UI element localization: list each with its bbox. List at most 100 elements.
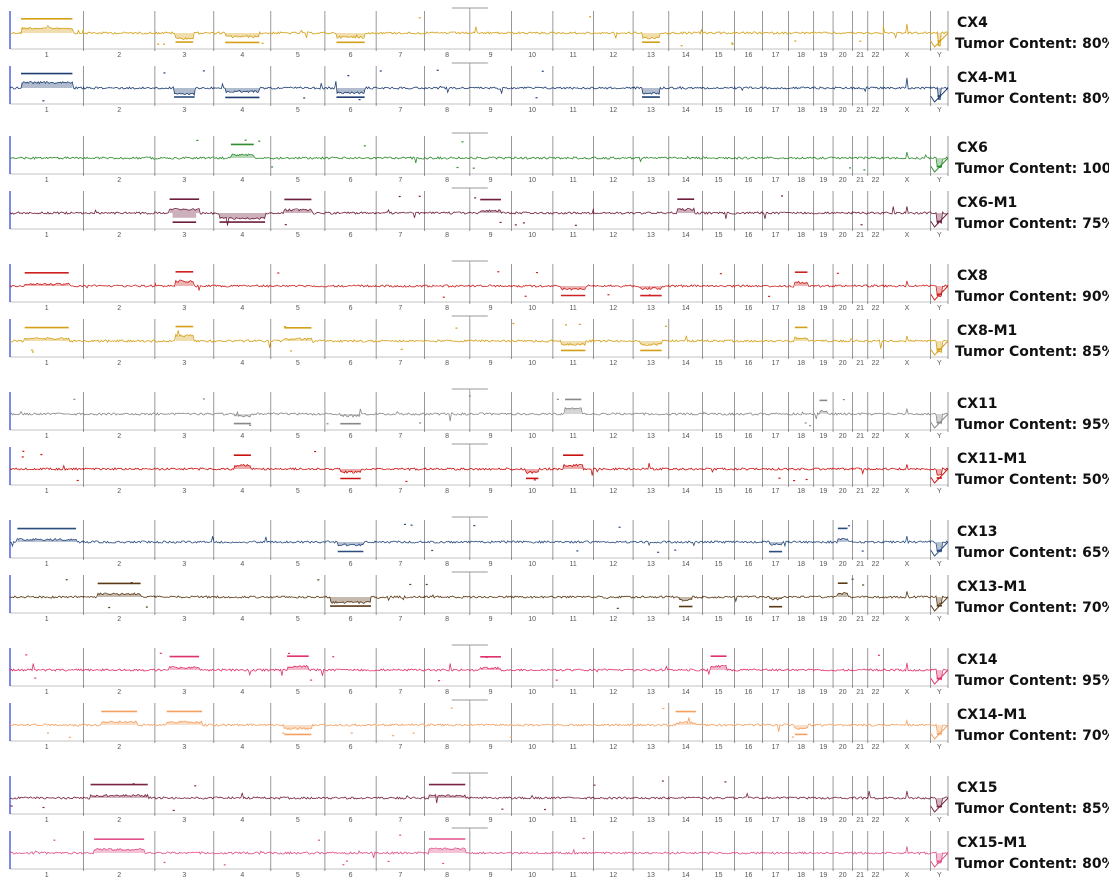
chromosome-tick-label: Y: [937, 744, 942, 751]
chromosome-tick-label: 15: [715, 488, 723, 495]
chromosome-tick-label: 7: [398, 52, 402, 59]
chromosome-tick-label: 13: [647, 817, 655, 824]
chromosome-tick-label: 16: [745, 561, 753, 568]
chromosome-tick-label: 18: [797, 872, 805, 879]
segment-fill: [175, 33, 194, 39]
chromosome-tick-label: X: [905, 107, 910, 114]
chromosome-tick-label: 19: [819, 433, 827, 440]
chromosome-tick-label: 13: [647, 561, 655, 568]
chromosome-tick-label: 12: [609, 107, 617, 114]
chromosome-tick-label: 13: [647, 177, 655, 184]
chromosome-tick-label: 3: [182, 689, 186, 696]
segment-fill: [525, 469, 539, 473]
chromosome-tick-label: 11: [570, 52, 577, 59]
chromosome-tick-label: 4: [240, 433, 244, 440]
chromosome-tick-label: 20: [839, 305, 847, 312]
chromosome-tick-label: 15: [715, 52, 723, 59]
chromosome-tick-label: Y: [937, 433, 942, 440]
chromosome-tick-label: 8: [445, 817, 449, 824]
chromosome-tick-label: 22: [872, 872, 880, 879]
copy-number-trace: [9, 151, 949, 169]
chromosome-tick-label: 12: [609, 177, 617, 184]
copy-number-trace: [9, 463, 949, 476]
tumor-content-label: Tumor Content: 75%: [955, 216, 1109, 232]
chromosome-tick-label: 3: [182, 232, 186, 239]
chromosome-tick-label: 7: [398, 107, 402, 114]
segment-fill: [336, 88, 365, 93]
tumor-content-label: Tumor Content: 50%: [955, 472, 1109, 488]
chromosome-tick-label: 6: [349, 360, 353, 367]
chromosome-tick-label: 10: [528, 177, 536, 184]
chromosome-tick-label: 11: [570, 616, 577, 623]
segment-fill: [794, 725, 808, 729]
tumor-content-label: Tumor Content: 95%: [955, 673, 1109, 689]
segment-fill: [175, 281, 194, 286]
tumor-content-label: Tumor Content: 95%: [955, 417, 1109, 433]
chromosome-tick-label: 14: [682, 817, 690, 824]
chromosome-tick-label: 2: [117, 561, 121, 568]
chromosome-tick-label: 10: [528, 107, 536, 114]
chromosome-tick-label: 15: [715, 177, 723, 184]
chromosome-tick-label: 2: [117, 360, 121, 367]
copy-number-trace: [9, 206, 949, 226]
chromosome-tick-label: 6: [349, 488, 353, 495]
chromosome-tick-label: 16: [745, 360, 753, 367]
chromosome-tick-label: 16: [745, 232, 753, 239]
chromosome-tick-label: 18: [797, 616, 805, 623]
chromosome-tick-label: 12: [609, 744, 617, 751]
chromosome-tick-label: 20: [839, 488, 847, 495]
chromosome-tick-label: 7: [398, 616, 402, 623]
chromosome-tick-label: 12: [609, 52, 617, 59]
chromosome-tick-label: 8: [445, 232, 449, 239]
chromosome-tick-label: 20: [839, 107, 847, 114]
chromosome-tick-label: 20: [839, 616, 847, 623]
segment-fill: [837, 539, 848, 542]
segment-fill: [337, 542, 364, 545]
chromosome-tick-label: 8: [445, 433, 449, 440]
chromosome-tick-label: 19: [819, 305, 827, 312]
chromosome-tick-label: 15: [715, 817, 723, 824]
chromosome-tick-label: 5: [296, 817, 300, 824]
chromosome-tick-label: 21: [856, 872, 864, 879]
chromosome-tick-label: 14: [682, 305, 690, 312]
chromosome-tick-label: 22: [872, 52, 880, 59]
chromosome-tick-label: 7: [398, 232, 402, 239]
y-chromosome-trace: [930, 212, 949, 228]
chromosome-tick-label: 15: [715, 360, 723, 367]
chromosome-tick-label: 5: [296, 107, 300, 114]
y-chromosome-trace: [930, 285, 949, 301]
chromosome-tick-label: 11: [570, 177, 577, 184]
chromosome-tick-label: X: [905, 616, 910, 623]
chromosome-tick-label: 3: [182, 817, 186, 824]
chromosome-tick-label: 8: [445, 488, 449, 495]
copy-number-trace: [9, 591, 949, 606]
track-cx14: 1 2 3 4 5 6 7 8 9 10 11 12 13 14 15 16 17 18 19 20 21 22 X YCX1…: [9, 644, 1109, 696]
track-cx8: 1 2 3 4 5 6 7 8 9 10 11 12 13 14 15 16 17 18 19 20 21 22 X YCX8…: [9, 260, 1109, 312]
chromosome-tick-label: 5: [296, 232, 300, 239]
chromosome-tick-label: 9: [489, 616, 493, 623]
chromosome-tick-label: 8: [445, 177, 449, 184]
chromosome-tick-label: 1: [45, 305, 49, 312]
chromosome-tick-label: 10: [528, 488, 536, 495]
segment-fill: [94, 849, 145, 853]
sample-label: CX6: [957, 140, 988, 156]
chromosome-tick-label: 3: [182, 433, 186, 440]
chromosome-tick-label: X: [905, 689, 910, 696]
chromosome-tick-label: 14: [682, 689, 690, 696]
chromosome-tick-label: 7: [398, 305, 402, 312]
chromosome-tick-label: 19: [819, 52, 827, 59]
chromosome-tick-label: 17: [772, 872, 780, 879]
chromosome-tick-label: 16: [745, 177, 753, 184]
chromosome-tick-label: 14: [682, 872, 690, 879]
chromosome-tick-label: 17: [772, 488, 780, 495]
chromosome-tick-label: 2: [117, 107, 121, 114]
chromosome-tick-label: 22: [872, 107, 880, 114]
chromosome-tick-label: 21: [856, 689, 864, 696]
chromosome-tick-label: 13: [647, 360, 655, 367]
chromosome-tick-label: 4: [240, 744, 244, 751]
chromosome-tick-label: 7: [398, 817, 402, 824]
chromosome-tick-label: 18: [797, 488, 805, 495]
segment-fill: [230, 155, 254, 158]
chromosome-tick-label: 7: [398, 872, 402, 879]
chromosome-tick-label: 14: [682, 616, 690, 623]
